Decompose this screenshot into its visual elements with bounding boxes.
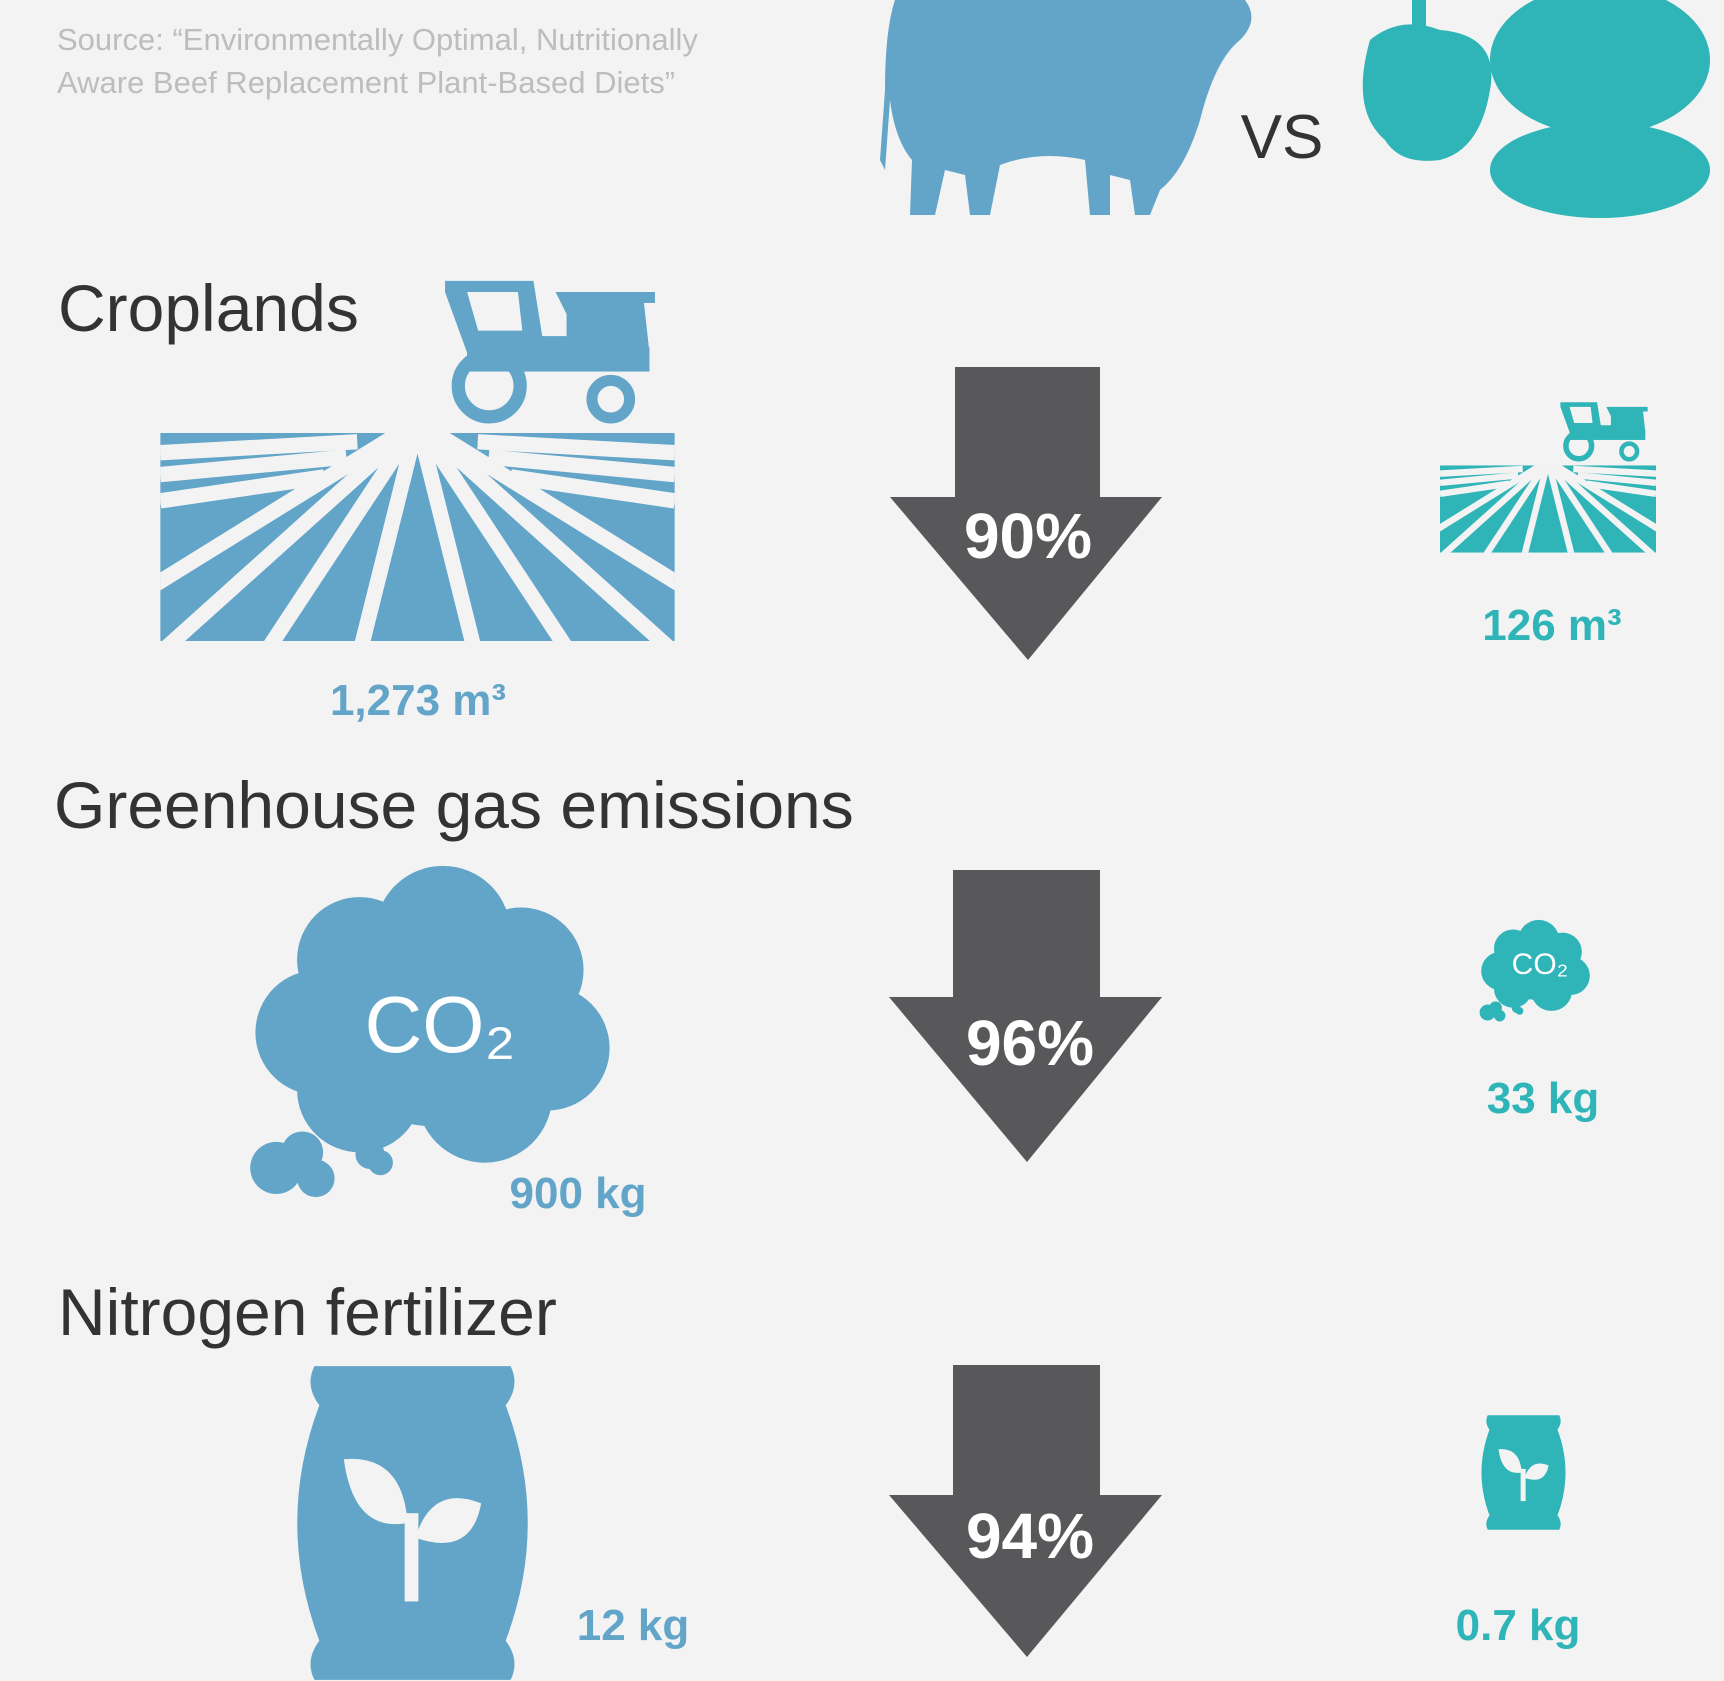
reduction: 90% [964,500,1092,572]
field-icon [29,422,806,663]
section-title: Greenhouse gas emissions [54,768,854,842]
reduction: 96% [966,1007,1094,1079]
plant-value: 33 kg [1487,1074,1600,1123]
fertilizer-bag-icon-small [1481,1415,1565,1529]
source-line-1: Source: “Environmentally Optimal, Nutrit… [57,22,698,57]
icon-text: CO₂ [364,980,515,1069]
field-icon-small [1385,461,1711,562]
section-title: Nitrogen fertilizer [58,1275,557,1349]
icon-text-small: CO₂ [1512,948,1569,981]
beef-value: 12 kg [577,1601,690,1650]
tractor-icon [445,281,655,418]
plant-value: 0.7 kg [1456,1601,1581,1650]
vegetables-icon [1363,0,1710,218]
reduction: 94% [966,1500,1094,1572]
page: Source: “Environmentally Optimal, Nutrit… [0,0,1724,1681]
versus: VS [1241,103,1324,172]
source-line-2: Aware Beef Replacement Plant-Based Diets… [57,65,675,100]
section-title: Croplands [58,271,359,345]
beef-value: 1,273 m³ [330,676,506,725]
cow-icon [880,0,1251,215]
tractor-icon-small [1560,402,1647,459]
beef-value: 900 kg [510,1169,647,1218]
fertilizer-bag-icon [297,1366,527,1680]
plant-value: 126 m³ [1482,601,1621,650]
infographic: Source: “Environmentally Optimal, Nutrit… [0,0,1724,1681]
